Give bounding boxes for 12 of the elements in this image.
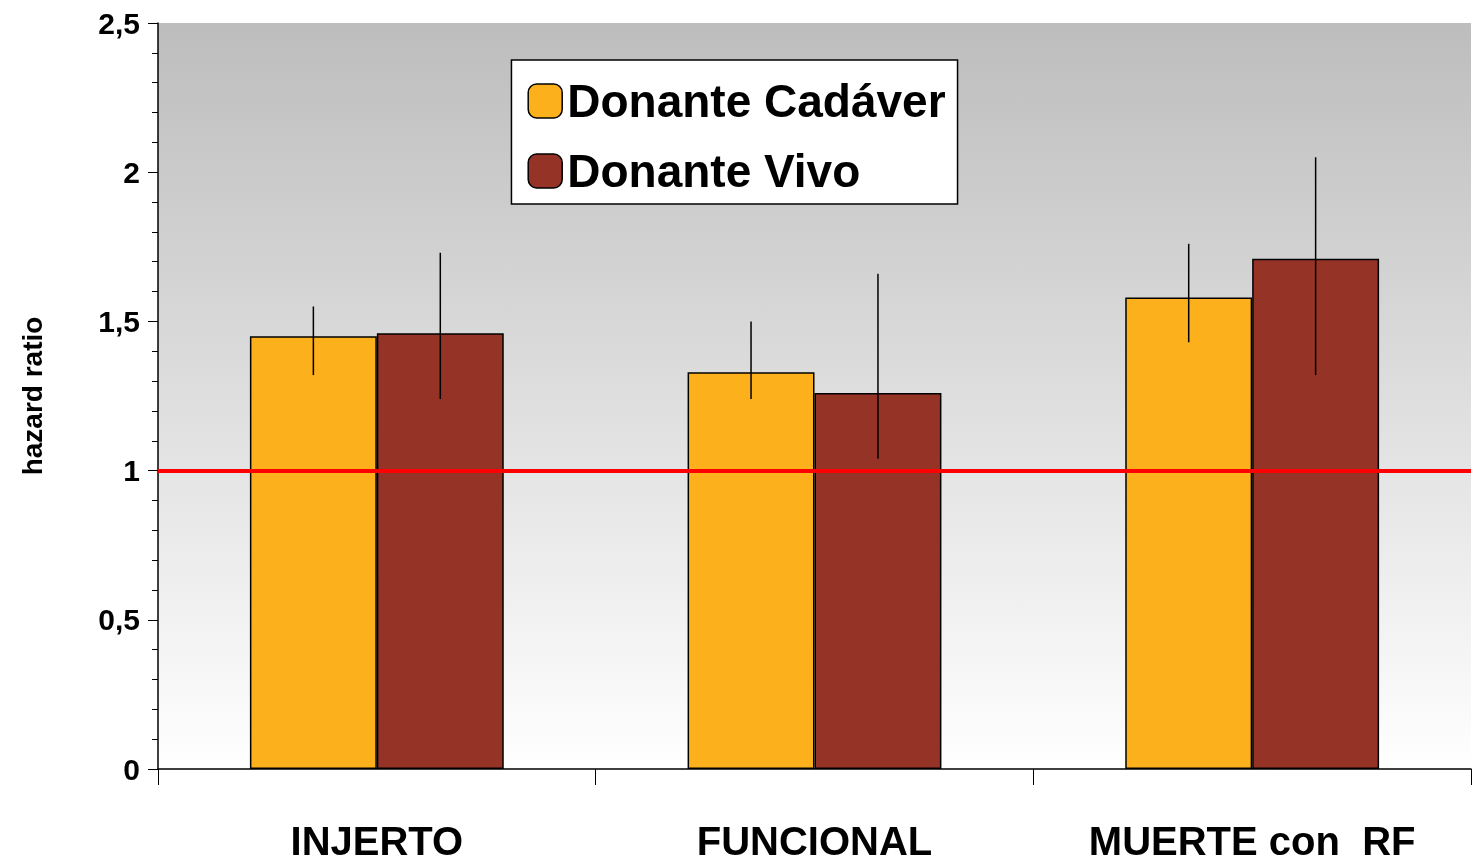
y-axis-title: hazard ratio [16, 316, 48, 476]
y-tick-label: 2,5 [98, 6, 140, 40]
x-tick-label: INJERTO [290, 819, 464, 862]
y-tick-label: 1,5 [98, 304, 140, 338]
x-tick-label: MUERTE con RF [1088, 819, 1416, 862]
legend-label: Donante Cadáver [567, 75, 946, 127]
y-tick-label: 0,5 [98, 603, 140, 637]
y-tick-label: 0 [123, 752, 140, 786]
y-tick-label: 1 [123, 454, 140, 488]
x-tick-label: FUNCIONAL [696, 819, 933, 862]
legend-label: Donante Vivo [567, 145, 861, 197]
y-tick-label: 2 [123, 155, 140, 189]
